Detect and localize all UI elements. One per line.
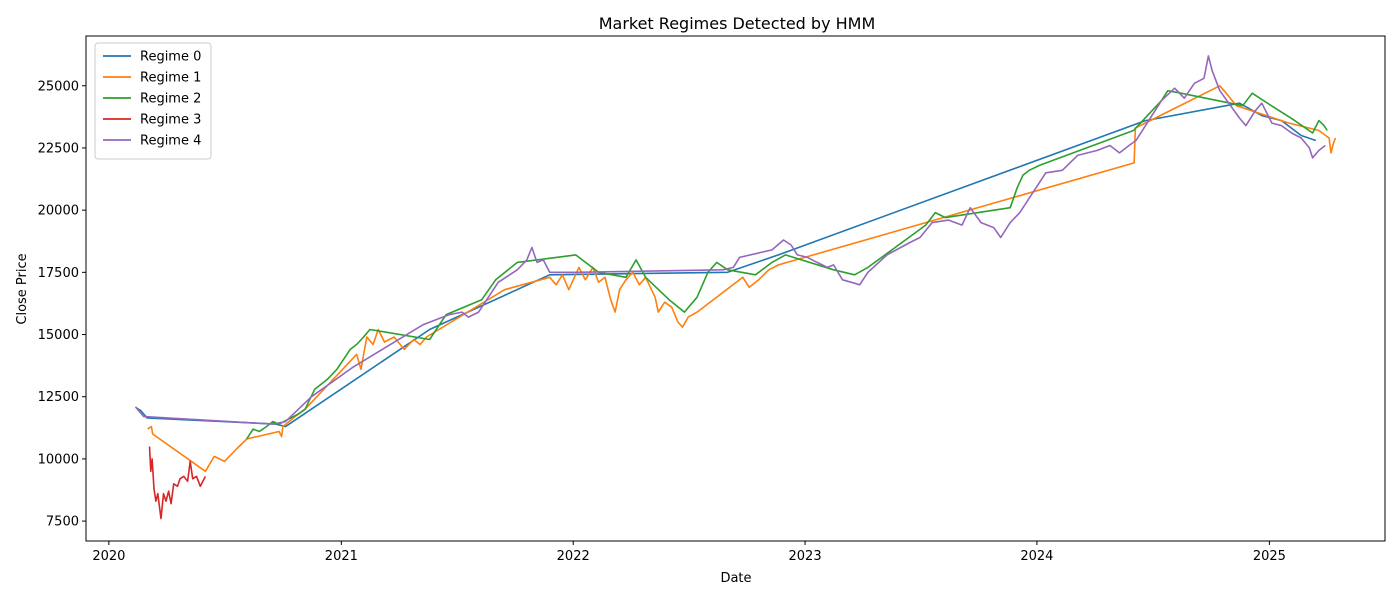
y-tick-label: 25000	[38, 79, 79, 94]
x-axis-label: Date	[720, 571, 751, 586]
y-tick-label: 12500	[38, 390, 79, 405]
y-tick-label: 15000	[38, 328, 79, 343]
y-axis-label: Close Price	[15, 253, 30, 324]
chart-title: Market Regimes Detected by HMM	[599, 14, 876, 33]
series-line-regime-4	[134, 55, 1326, 425]
legend-label-regime-3: Regime 3	[140, 113, 201, 128]
x-tick-label: 2025	[1253, 549, 1286, 564]
y-tick-label: 7500	[46, 515, 79, 530]
y-tick-label: 10000	[38, 452, 79, 467]
legend-label-regime-2: Regime 2	[140, 92, 201, 107]
y-axis: 7500 10000 12500 15000 17500 20000 22500 25000	[38, 79, 86, 530]
legend-label-regime-4: Regime 4	[140, 134, 201, 149]
series-line-regime-1	[147, 85, 1337, 473]
series-line-regime-3	[148, 446, 207, 520]
legend-label-regime-0: Regime 0	[140, 50, 201, 65]
y-tick-label: 20000	[38, 204, 79, 219]
series-layer	[134, 55, 1337, 520]
legend: Regime 0 Regime 1 Regime 2 Regime 3 Regime 4	[94, 42, 212, 160]
plot-frame	[85, 35, 1386, 542]
x-tick-label: 2023	[789, 549, 822, 564]
y-tick-label: 17500	[38, 266, 79, 281]
x-tick-label: 2022	[557, 549, 590, 564]
series-line-regime-2	[246, 89, 1328, 440]
legend-label-regime-1: Regime 1	[140, 71, 201, 86]
x-tick-label: 2020	[92, 549, 125, 564]
x-axis: 2020 2021 2022 2023 2024 2025	[92, 541, 1286, 564]
x-tick-label: 2021	[325, 549, 358, 564]
x-tick-label: 2024	[1020, 549, 1053, 564]
y-tick-label: 22500	[38, 141, 79, 156]
legend-box	[94, 42, 212, 160]
